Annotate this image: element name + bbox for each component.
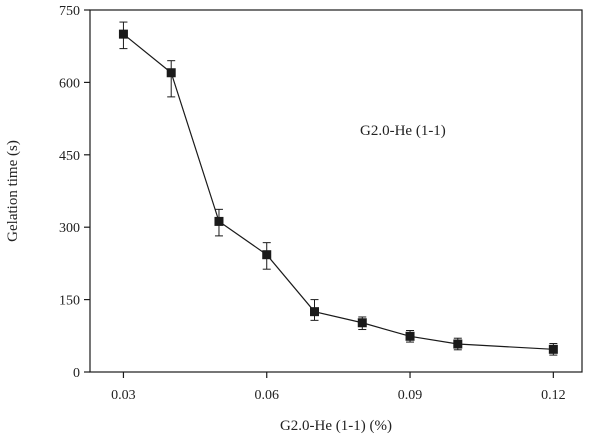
error-bar	[167, 60, 176, 98]
y-tick-label: 300	[59, 221, 80, 236]
data-point-marker	[310, 307, 320, 317]
chart-annotation: G2.0-He (1-1)	[360, 123, 446, 139]
y-tick-label: 0	[73, 366, 80, 381]
x-tick-label: 0.06	[254, 388, 279, 403]
x-tick-label: 0.09	[398, 388, 423, 403]
x-tick-label: 0.03	[111, 388, 136, 403]
data-point-marker	[166, 68, 176, 78]
x-axis-label: G2.0-He (1-1) (%)	[280, 418, 392, 434]
data-point-marker	[453, 339, 463, 349]
data-point-marker	[118, 29, 128, 39]
plot-frame	[89, 9, 583, 373]
y-tick-label: 750	[59, 4, 80, 19]
y-axis-ticks: 0 150 300 450 600 750	[59, 4, 90, 381]
data-point-marker	[214, 216, 224, 226]
y-axis-label: Gelation time (s)	[5, 140, 21, 242]
data-markers	[118, 29, 558, 354]
y-tick-label: 600	[59, 76, 80, 91]
y-tick-label: 450	[59, 149, 80, 164]
error-bars	[119, 21, 558, 356]
data-point-marker	[405, 331, 415, 341]
x-tick-label: 0.12	[541, 388, 566, 403]
series-line	[123, 33, 554, 350]
data-point-marker	[548, 344, 558, 354]
data-point-marker	[262, 250, 272, 260]
x-axis-ticks: 0.03 0.06 0.09 0.12	[111, 372, 566, 403]
data-point-marker	[357, 318, 367, 328]
y-tick-label: 150	[59, 294, 80, 309]
